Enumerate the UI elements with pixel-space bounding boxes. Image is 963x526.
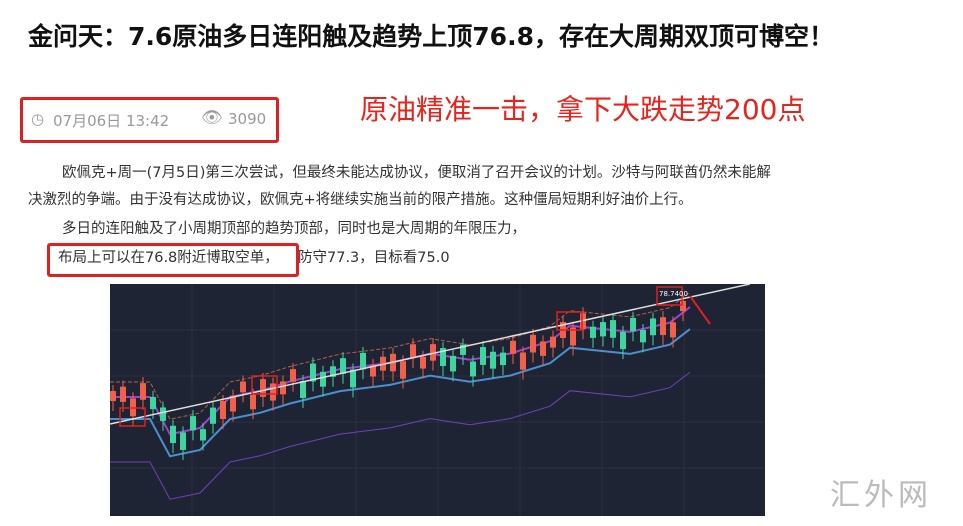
publish-date: 07月06日 13:42 xyxy=(53,112,170,130)
candle xyxy=(530,334,536,353)
candle xyxy=(550,336,556,348)
candle xyxy=(540,341,546,356)
candle xyxy=(640,329,646,343)
candle xyxy=(250,394,256,410)
candle xyxy=(600,322,606,337)
candle xyxy=(570,327,576,346)
article-title: 金问天：7.6原油多日连阳触及趋势上顶76.8，存在大周期双顶可博空！ xyxy=(28,22,834,51)
highlight-box xyxy=(119,407,146,427)
trend-line xyxy=(110,284,751,425)
view-count: 3090 xyxy=(228,110,267,128)
candle xyxy=(670,322,676,338)
watermark: 汇外网 xyxy=(830,478,932,513)
upper-band xyxy=(110,291,691,420)
highlight-box xyxy=(251,375,278,395)
paragraph-1b: 决激烈的争端。由于没有达成协议，欧佩克+将继续实施当前的限产措施。这种僵局短期利… xyxy=(28,192,693,208)
candle xyxy=(270,383,276,401)
paragraph-2: 多日的连阳触及了小周期顶部的趋势顶部，同时也是大周期的年限压力， xyxy=(62,221,526,237)
candle xyxy=(650,318,656,336)
candle xyxy=(660,317,666,336)
lower-band xyxy=(110,371,691,500)
candle xyxy=(350,369,356,388)
candle xyxy=(490,351,496,369)
candle xyxy=(320,371,326,387)
highlight-box xyxy=(656,286,683,306)
candle xyxy=(370,364,376,377)
candle xyxy=(190,416,196,431)
candle xyxy=(590,326,596,338)
candle xyxy=(180,432,186,450)
eye-icon: 👁 xyxy=(201,108,223,128)
candle xyxy=(520,352,526,370)
candle xyxy=(360,352,366,370)
candle xyxy=(430,344,436,361)
candle xyxy=(340,358,346,374)
candle xyxy=(440,348,446,367)
candle xyxy=(160,407,166,421)
price-label: 78.7400 xyxy=(659,290,688,298)
candle xyxy=(280,381,286,395)
candle xyxy=(480,347,486,365)
clock-icon: ◷ xyxy=(31,110,45,128)
candle xyxy=(230,395,236,412)
candle xyxy=(290,369,296,382)
highlight-text: 布局上可以在76.8附近博取空单， xyxy=(58,250,279,266)
candle xyxy=(470,361,476,377)
paragraph-1a: 欧佩克+周一(7月5日)第三次尝试，但最终未能达成协议，便取消了召开会议的计划。… xyxy=(62,165,771,181)
candle xyxy=(220,400,226,419)
candle xyxy=(310,363,316,382)
candle xyxy=(510,340,516,354)
candle xyxy=(110,391,116,401)
candle xyxy=(330,366,336,377)
candle xyxy=(460,344,466,355)
highlight-box xyxy=(556,311,583,331)
candle xyxy=(400,361,406,379)
candle xyxy=(300,381,306,398)
candle xyxy=(420,356,426,369)
candlestick-chart-image: 78.7400 xyxy=(110,284,765,516)
candle xyxy=(150,396,156,410)
candle xyxy=(260,379,266,397)
candle xyxy=(680,301,686,312)
candle xyxy=(140,383,146,400)
chart-svg: 78.7400 xyxy=(110,284,765,516)
candle xyxy=(120,386,126,402)
paragraph-3: 防守77.3，目标看75.0 xyxy=(298,250,450,266)
candle xyxy=(620,331,626,350)
candle xyxy=(240,381,246,393)
candle xyxy=(210,407,216,424)
article-meta: ◷ 07月06日 13:42 👁 3090 xyxy=(20,97,279,143)
candle xyxy=(200,429,206,441)
candle xyxy=(610,320,616,338)
candle xyxy=(500,352,506,366)
candle xyxy=(630,317,636,332)
candle xyxy=(170,425,176,444)
highlight-box xyxy=(47,243,299,277)
candle xyxy=(410,344,416,358)
red-headline: 原油精准一击，拿下大跌走势200点 xyxy=(360,93,806,126)
ma-line-2 xyxy=(110,328,691,458)
candle xyxy=(450,355,456,372)
down-arrow xyxy=(689,295,711,325)
